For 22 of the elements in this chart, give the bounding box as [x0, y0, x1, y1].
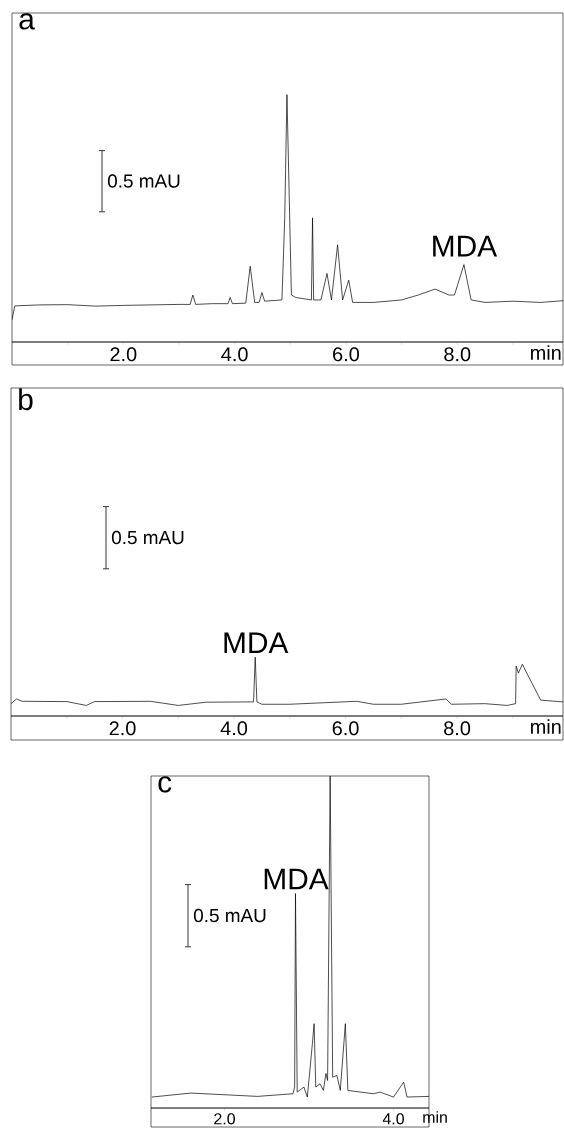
x-tick-label: 6.0 [333, 347, 359, 362]
x-axis-title: min [423, 1111, 447, 1123]
annotation: 0.5 mAU [193, 908, 266, 923]
x-tick-label: 2.0 [214, 1113, 235, 1125]
x-tick-label: 8.0 [444, 721, 471, 736]
x-tick-label: 4.0 [220, 721, 248, 736]
x-tick-label: 8.0 [444, 347, 471, 362]
x-axis-title: min [531, 345, 561, 360]
annotation: 0.5 mAU [107, 174, 180, 188]
chart-title: b [19, 388, 33, 411]
text: 0.5 mAU [111, 530, 184, 545]
x-tick-label: 2.0 [110, 347, 137, 362]
annotation: MDA [224, 632, 289, 654]
chart-title: c [158, 776, 172, 793]
annotation: MDA [264, 868, 329, 890]
annotation: MDA [433, 235, 498, 257]
x-tick-label: 2.0 [109, 721, 136, 736]
x-tick-label: 6.0 [332, 721, 359, 736]
x-tick-label: 4.0 [382, 1113, 404, 1125]
x-axis-title: min [531, 719, 561, 734]
x-tick-label: 4.0 [221, 347, 248, 362]
chart-title: a [19, 13, 35, 30]
